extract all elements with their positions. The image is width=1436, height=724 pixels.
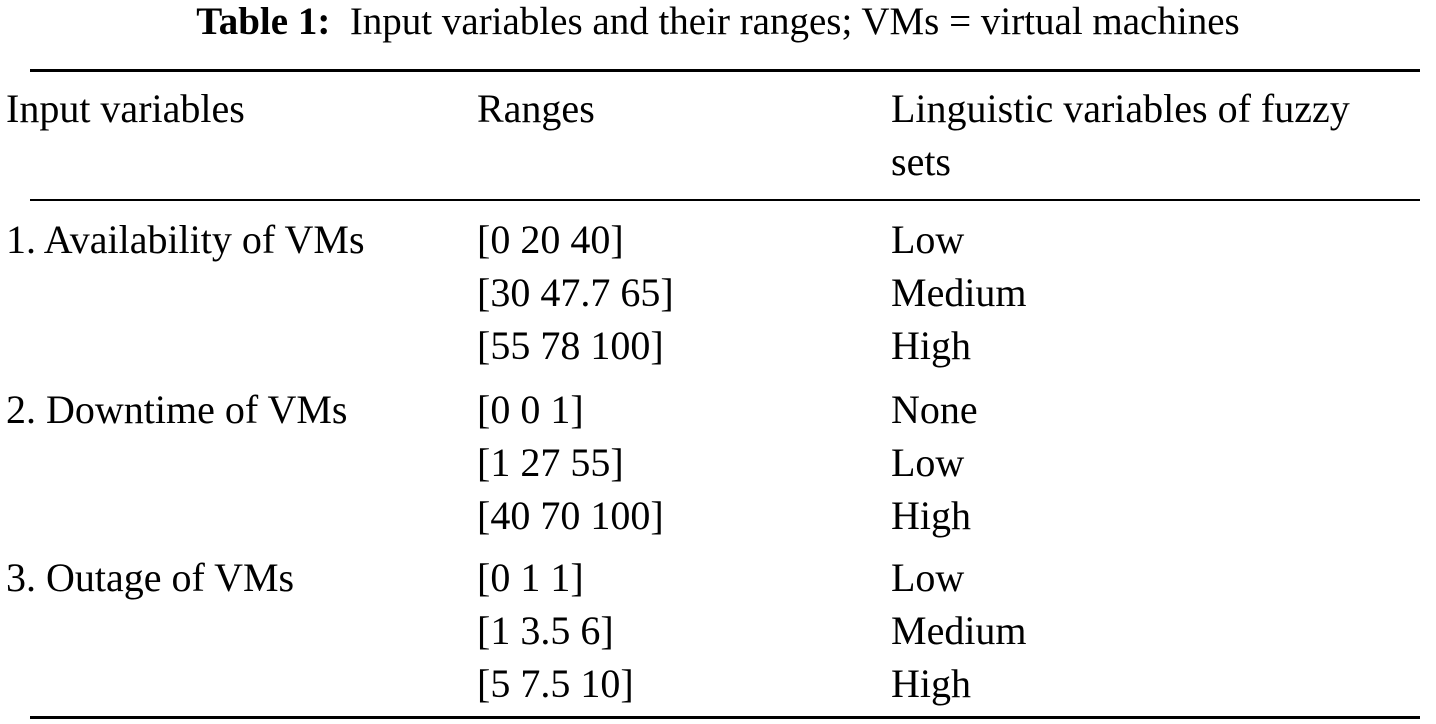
range-value: [0 0 1] (477, 387, 584, 432)
level-value: High (891, 661, 971, 706)
table-header-rule (30, 199, 1420, 201)
row-ranges: [0 20 40] [30 47.7 65] [55 78 100] (477, 213, 674, 372)
range-value: [1 3.5 6] (477, 608, 614, 653)
level-value: None (891, 387, 978, 432)
range-value: [0 20 40] (477, 217, 624, 262)
level-value: High (891, 493, 971, 538)
level-value: Medium (891, 608, 1027, 653)
range-value: [0 1 1] (477, 555, 584, 600)
table-top-rule (30, 69, 1420, 72)
row-variable-name: 3. Outage of VMs (6, 555, 295, 600)
range-value: [40 70 100] (477, 493, 664, 538)
row-variable-name: 1. Availability of VMs (6, 217, 365, 262)
header-linguistic-line-2: sets (891, 139, 951, 184)
header-input-variables: Input variables (6, 86, 245, 131)
row-levels: Low Medium High (891, 213, 1027, 372)
table-bottom-rule (30, 716, 1420, 719)
level-value: Low (891, 555, 965, 600)
table-caption: Table 1: Input variables and their range… (0, 0, 1436, 44)
row-levels: None Low High (891, 383, 978, 542)
level-value: High (891, 323, 971, 368)
row-ranges: [0 1 1] [1 3.5 6] [5 7.5 10] (477, 551, 634, 710)
header-linguistic-line-1: Linguistic variables of fuzzy (891, 86, 1350, 131)
level-value: Low (891, 217, 965, 262)
header-linguistic-variables: Linguistic variables of fuzzy sets (891, 82, 1350, 188)
table-caption-text: Input variables and their ranges; VMs = … (349, 0, 1240, 43)
header-ranges: Ranges (477, 86, 595, 131)
level-value: Low (891, 440, 965, 485)
range-value: [1 27 55] (477, 440, 624, 485)
row-ranges: [0 0 1] [1 27 55] [40 70 100] (477, 383, 664, 542)
row-variable-name: 2. Downtime of VMs (6, 387, 348, 432)
range-value: [5 7.5 10] (477, 661, 634, 706)
range-value: [55 78 100] (477, 323, 664, 368)
range-value: [30 47.7 65] (477, 270, 674, 315)
level-value: Medium (891, 270, 1027, 315)
row-levels: Low Medium High (891, 551, 1027, 710)
table-caption-label: Table 1: (196, 0, 331, 43)
